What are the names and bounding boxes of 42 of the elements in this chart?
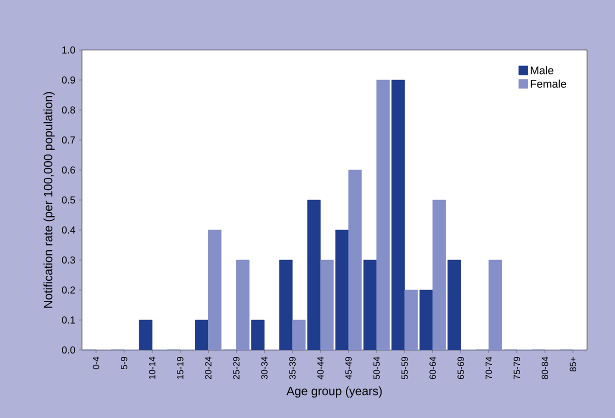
- bar: [208, 230, 222, 350]
- y-tick-label: 0.4: [62, 226, 76, 234]
- y-tick-label: 0.7: [62, 136, 75, 144]
- bar: [432, 200, 446, 350]
- x-tick-label: 0-4: [92, 356, 100, 370]
- bar: [320, 260, 334, 350]
- x-tick-label: 70-74: [486, 356, 492, 380]
- y-tick-label: 0.0: [62, 346, 76, 354]
- x-tick-label: 5-9: [120, 356, 128, 370]
- y-tick-label: 0.1: [62, 316, 75, 324]
- x-tick-label: 40-44: [317, 356, 324, 380]
- y-axis-title: Notification rate (per 100,000 population): [44, 92, 55, 308]
- x-tick-label: 15-19: [177, 356, 184, 379]
- bar: [376, 80, 390, 350]
- y-tick-label: 0.2: [62, 286, 75, 294]
- x-tick-label: 60-64: [430, 356, 436, 380]
- y-tick-label: 0.6: [62, 166, 76, 174]
- x-tick-label: 35-39: [289, 356, 296, 380]
- x-tick-label: 20-24: [205, 356, 212, 380]
- x-tick-label: 75-79: [514, 356, 520, 380]
- x-tick-label: 30-34: [261, 356, 268, 380]
- x-tick-label: 45-49: [345, 356, 352, 380]
- y-tick-label: 0.8: [62, 106, 76, 114]
- y-tick-label: 0.5: [62, 196, 76, 204]
- x-tick-label: 85+: [570, 356, 576, 372]
- x-tick-label: 50-54: [373, 356, 380, 380]
- x-tick-label: 65-69: [458, 356, 464, 380]
- x-tick-label: 10-14: [148, 356, 156, 379]
- bar: [236, 260, 250, 350]
- bar: [348, 170, 362, 350]
- x-tick-label: 80-84: [542, 356, 548, 380]
- x-tick-label: 55-59: [401, 356, 408, 380]
- y-tick-label: 1.0: [62, 46, 76, 54]
- y-tick-label: 0.9: [62, 76, 76, 84]
- bar: [488, 260, 502, 350]
- x-axis-title: Age group (years): [286, 386, 382, 398]
- legend-label: Male: [530, 66, 554, 74]
- y-tick-label: 0.3: [62, 256, 76, 264]
- x-tick-label: 25-29: [233, 356, 240, 380]
- legend-label: Female: [530, 80, 566, 88]
- bar: [292, 320, 306, 350]
- bar: [404, 290, 418, 350]
